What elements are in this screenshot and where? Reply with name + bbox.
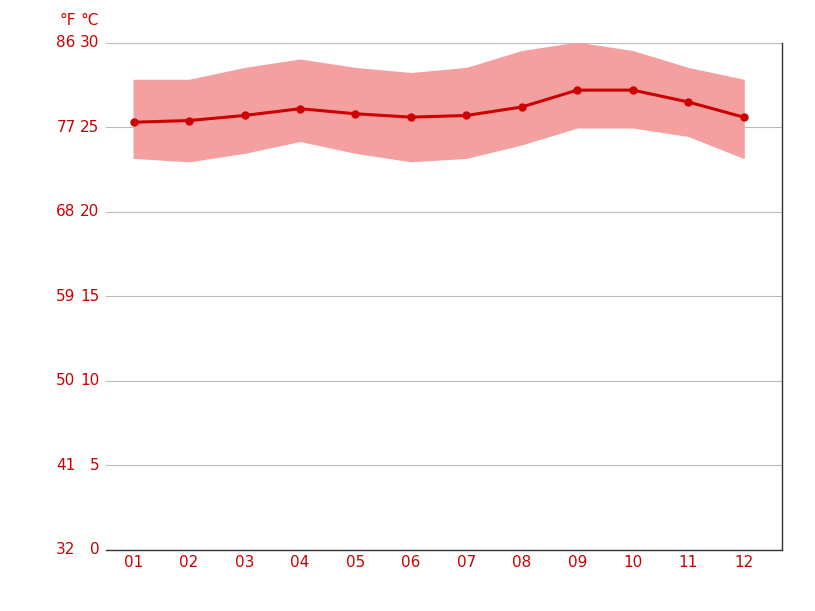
Text: 25: 25 bbox=[80, 120, 99, 135]
Text: 77: 77 bbox=[56, 120, 76, 135]
Text: 32: 32 bbox=[56, 543, 76, 557]
Text: 15: 15 bbox=[80, 289, 99, 304]
Text: °F: °F bbox=[59, 13, 76, 27]
Text: 5: 5 bbox=[90, 458, 99, 473]
Text: 50: 50 bbox=[56, 373, 76, 389]
Text: 30: 30 bbox=[80, 35, 99, 50]
Text: 0: 0 bbox=[90, 543, 99, 557]
Text: 68: 68 bbox=[56, 204, 76, 219]
Text: 86: 86 bbox=[56, 35, 76, 50]
Text: °C: °C bbox=[81, 13, 99, 27]
Text: 41: 41 bbox=[56, 458, 76, 473]
Text: 20: 20 bbox=[80, 204, 99, 219]
Text: 59: 59 bbox=[56, 289, 76, 304]
Text: 10: 10 bbox=[80, 373, 99, 389]
